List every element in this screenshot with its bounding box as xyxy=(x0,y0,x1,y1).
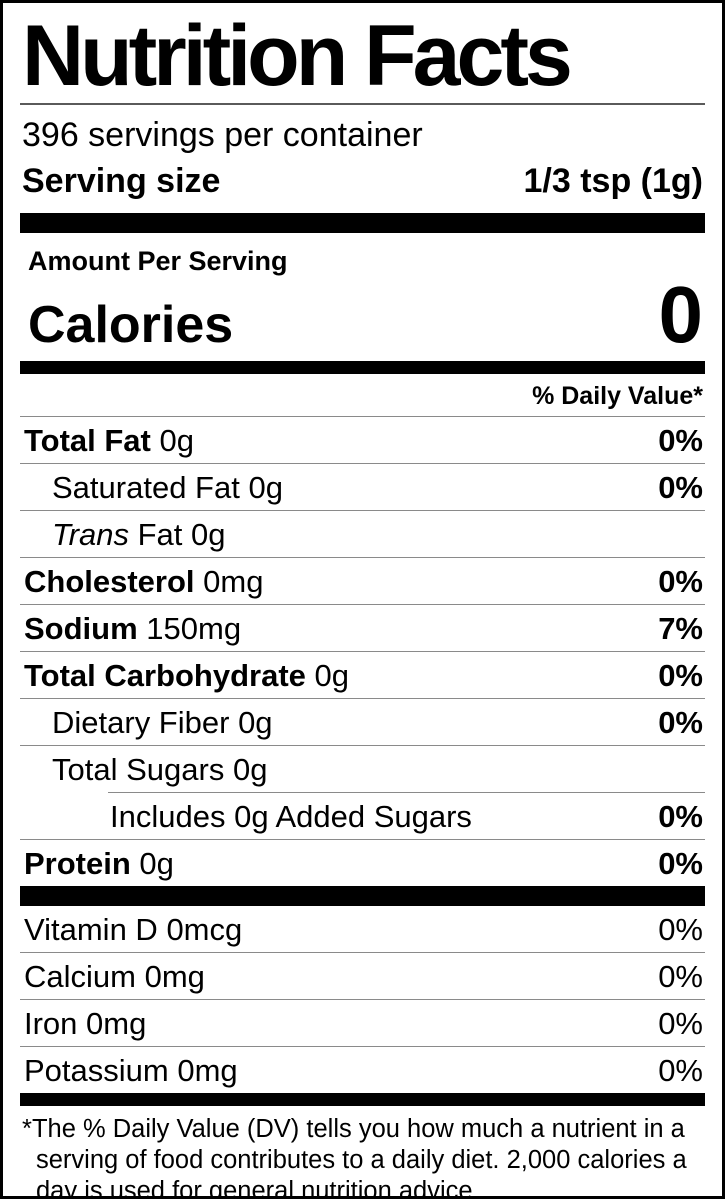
separator-bar-calories xyxy=(20,361,705,374)
separator-bar-footnote xyxy=(20,1093,705,1106)
nutrient-amount: 0mg xyxy=(203,564,264,599)
separator-bar-thick-top xyxy=(20,213,705,233)
nutrient-row-added-sugars: Includes 0g Added Sugars 0% xyxy=(20,793,705,839)
nutrient-dv: 0% xyxy=(658,705,703,740)
nutrient-amount: 0g xyxy=(232,752,268,787)
serving-size-value: 1/3 tsp (1g) xyxy=(523,162,703,200)
servings-per-container: 396 servings per container xyxy=(22,116,423,154)
nutrient-name: Total Fat xyxy=(24,423,151,458)
nutrient-dv: 0% xyxy=(658,470,703,505)
nutrient-amount: 0g xyxy=(159,423,194,458)
nutrient-name: Potassium xyxy=(24,1053,169,1088)
nutrient-amount: 0g xyxy=(191,517,226,552)
serving-size-row: Serving size 1/3 tsp (1g) xyxy=(20,157,705,213)
nutrient-dv: 0% xyxy=(658,799,703,834)
nutrient-row-total-fat: Total Fat 0g 0% xyxy=(20,416,705,463)
nutrient-row-total-carbohydrate: Total Carbohydrate 0g 0% xyxy=(20,651,705,698)
nutrient-name-italic: Trans xyxy=(52,517,129,552)
nutrient-dv: 0% xyxy=(658,658,703,693)
nutrient-name: Total Sugars xyxy=(52,752,225,787)
daily-value-header: % Daily Value* xyxy=(532,382,703,410)
nutrient-row-protein: Protein 0g 0% xyxy=(20,839,705,886)
nutrient-dv: 0% xyxy=(658,1006,703,1041)
nutrient-dv: 0% xyxy=(658,1053,703,1088)
nutrient-name: Protein xyxy=(24,846,131,881)
nutrient-amount: 0mg xyxy=(144,959,205,994)
nutrient-name: Fat xyxy=(137,517,183,552)
nutrient-name: Includes 0g Added Sugars xyxy=(110,799,472,834)
nutrient-name: Iron xyxy=(24,1006,78,1041)
nutrient-name: Cholesterol xyxy=(24,564,195,599)
nutrient-amount: 0mg xyxy=(177,1053,238,1088)
micronutrient-row-iron: Iron 0mg 0% xyxy=(20,999,705,1046)
nutrient-name: Sodium xyxy=(24,611,138,646)
calories-row: Calories 0 xyxy=(20,270,705,361)
footnote-text: The % Daily Value (DV) tells you how muc… xyxy=(31,1115,687,1199)
nutrient-amount: 0g xyxy=(238,705,273,740)
nutrient-row-cholesterol: Cholesterol 0mg 0% xyxy=(20,557,705,604)
nutrient-dv: 0% xyxy=(658,959,703,994)
footnote: *The % Daily Value (DV) tells you how mu… xyxy=(20,1106,705,1199)
separator-bar-thick-middle xyxy=(20,886,705,906)
nutrient-row-total-sugars: Total Sugars 0g xyxy=(20,745,705,792)
nutrient-dv: 0% xyxy=(658,564,703,599)
nutrient-row-trans-fat: Trans Fat 0g xyxy=(20,510,705,557)
nutrient-name: Saturated Fat xyxy=(52,470,240,505)
title-divider xyxy=(20,103,705,105)
nutrient-amount: 150mg xyxy=(146,611,242,646)
nutrient-name: Vitamin D xyxy=(24,912,158,947)
nutrient-amount: 0mg xyxy=(86,1006,147,1041)
nutrient-amount: 0mcg xyxy=(166,912,243,947)
micronutrient-row-vitamin-d: Vitamin D 0mcg 0% xyxy=(20,906,705,952)
nutrient-dv: 0% xyxy=(658,912,703,947)
nutrient-name: Calcium xyxy=(24,959,136,994)
nutrient-dv: 0% xyxy=(658,846,703,881)
added-sugars-divider xyxy=(108,792,705,793)
amount-per-serving-label: Amount Per Serving xyxy=(28,246,288,276)
nutrient-dv: 0% xyxy=(658,423,703,458)
nutrient-row-sodium: Sodium 150mg 7% xyxy=(20,604,705,651)
label-title: Nutrition Facts xyxy=(22,8,573,104)
nutrient-row-dietary-fiber: Dietary Fiber 0g 0% xyxy=(20,698,705,745)
nutrient-amount: 0g xyxy=(314,658,350,693)
footnote-asterisk: * xyxy=(22,1115,32,1143)
nutrient-amount: 0g xyxy=(248,470,283,505)
nutrient-name: Dietary Fiber xyxy=(52,705,230,740)
calories-value: 0 xyxy=(658,270,704,359)
serving-size-label: Serving size xyxy=(22,162,221,200)
micronutrient-row-calcium: Calcium 0mg 0% xyxy=(20,952,705,999)
nutrient-dv: 7% xyxy=(658,611,703,646)
micronutrient-row-potassium: Potassium 0mg 0% xyxy=(20,1046,705,1093)
nutrient-name: Total Carbohydrate xyxy=(24,658,306,693)
nutrient-row-saturated-fat: Saturated Fat 0g 0% xyxy=(20,463,705,510)
nutrient-amount: 0g xyxy=(139,846,174,881)
calories-label: Calories xyxy=(28,296,234,354)
